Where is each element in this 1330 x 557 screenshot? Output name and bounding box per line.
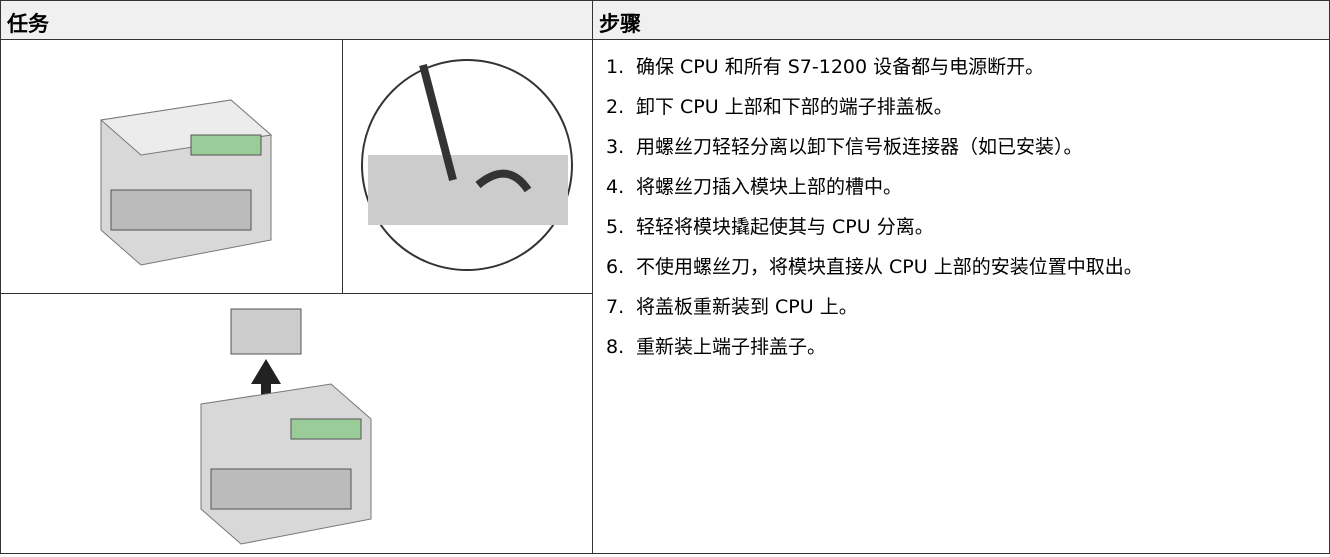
removal-image [200,308,372,545]
header-text: 步骤 [599,12,641,36]
step: 2. 卸下 CPU 上部和下部的端子排盖板。 [606,90,1318,124]
detail-image [361,59,573,271]
step: 7. 将盖板重新装到 CPU 上。 [606,290,1318,324]
header-text: 任务 [7,12,49,36]
step-number: 3. [606,136,625,158]
image-cell [0,293,593,554]
step: 6. 不使用螺丝刀，将模块直接从 CPU 上部的安装位置中取出。 [606,250,1318,284]
step: 4. 将螺丝刀插入模块上部的槽中。 [606,170,1318,204]
image-cell [0,39,343,294]
step-number: 2. [606,96,625,118]
header-cell: 步骤 [592,0,1330,40]
step-number: 4. [606,176,625,198]
step-number: 1. [606,56,625,78]
step-text: 不使用螺丝刀，将模块直接从 CPU 上部的安装位置中取出。 [636,256,1143,278]
step-text: 卸下 CPU 上部和下部的端子排盖板。 [636,96,953,118]
image-cell [342,39,593,294]
step: 5. 轻轻将模块撬起使其与 CPU 分离。 [606,210,1318,244]
step: 1. 确保 CPU 和所有 S7-1200 设备都与电源断开。 [606,50,1318,84]
step-text: 确保 CPU 和所有 S7-1200 设备都与电源断开。 [636,56,1045,78]
header-cell: 任务 [0,0,593,40]
step: 8. 重新装上端子排盖子。 [606,330,1318,364]
step-text: 用螺丝刀轻轻分离以卸下信号板连接器（如已安装）。 [636,136,1083,158]
step-text: 将盖板重新装到 CPU 上。 [636,296,858,318]
step-number: 6. [606,256,625,278]
steps-list: 1. 确保 CPU 和所有 S7-1200 设备都与电源断开。 2. 卸下 CPU 上… [606,50,1318,370]
step-text: 将螺丝刀插入模块上部的槽中。 [636,176,903,198]
step-text: 重新装上端子排盖子。 [636,336,827,358]
step-number: 7. [606,296,625,318]
step: 3. 用螺丝刀轻轻分离以卸下信号板连接器（如已安装）。 [606,130,1318,164]
cpu-image [99,99,273,266]
step-number: 5. [606,216,625,238]
step-text: 轻轻将模块撬起使其与 CPU 分离。 [636,216,934,238]
step-number: 8. [606,336,625,358]
